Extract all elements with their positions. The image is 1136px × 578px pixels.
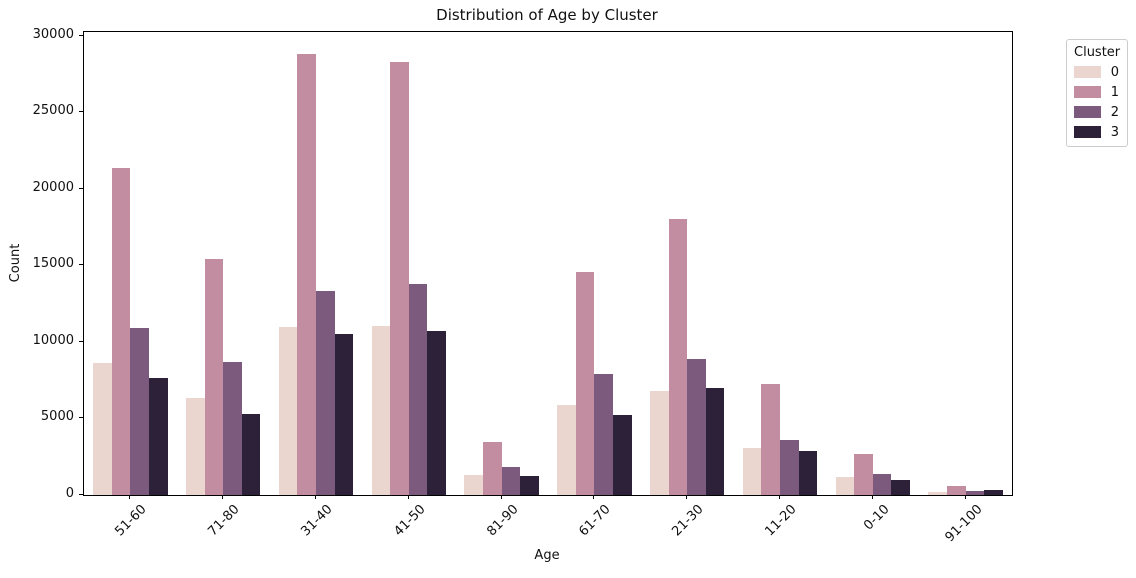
y-tick-mark <box>79 494 83 495</box>
legend-entries: 0 1 2 3 <box>1074 64 1119 140</box>
bar-cluster-3-61-70 <box>612 414 632 495</box>
bar-cluster-1-81-90 <box>483 442 502 495</box>
x-tick-mark <box>686 495 688 499</box>
legend: Cluster 0 1 2 3 <box>1066 39 1128 147</box>
x-tick-mark <box>407 495 409 499</box>
legend-entry-label: 2 <box>1110 104 1119 120</box>
legend-title: Cluster <box>1074 45 1121 60</box>
bar-cluster-3-31-40 <box>334 333 354 495</box>
x-tick-mark <box>315 495 316 499</box>
y-tick-mark <box>79 264 83 266</box>
legend-entry-label: 3 <box>1110 124 1119 140</box>
bar-cluster-0-91-100 <box>928 491 948 495</box>
legend-swatch-0 <box>1074 66 1101 78</box>
y-tick-label: 0 <box>65 486 74 501</box>
bar-cluster-1-31-40 <box>297 54 316 495</box>
bar-cluster-2-91-100 <box>965 490 985 495</box>
bar-cluster-0-51-60 <box>93 363 112 495</box>
bar-cluster-3-81-90 <box>520 476 539 495</box>
bar-cluster-1-21-30 <box>668 218 688 495</box>
x-tick-label: 91-100 <box>942 502 986 546</box>
legend-entry-1: 1 <box>1074 84 1119 100</box>
x-tick-label: 81-90 <box>483 502 522 540</box>
bar-cluster-2-31-40 <box>316 291 335 495</box>
legend-swatch-1 <box>1074 86 1101 98</box>
bar-cluster-2-11-20 <box>780 439 799 495</box>
bar-cluster-3-11-20 <box>798 450 818 495</box>
bar-cluster-0-21-30 <box>650 390 669 495</box>
bar-cluster-1-41-50 <box>390 62 409 495</box>
bar-cluster-1-91-100 <box>947 485 966 495</box>
bar-cluster-0-61-70 <box>557 405 576 495</box>
y-tick-mark <box>79 111 83 113</box>
x-tick-label: 71-80 <box>205 502 243 540</box>
y-tick-label: 25000 <box>32 103 74 119</box>
plot-area <box>83 31 1013 496</box>
bar-cluster-0-41-50 <box>371 325 391 495</box>
bar-cluster-1-11-20 <box>761 383 780 495</box>
bar-cluster-0-0-10 <box>835 476 855 495</box>
y-tick-label: 10000 <box>32 332 74 348</box>
bar-cluster-1-71-80 <box>204 258 224 495</box>
y-tick-label: 15000 <box>32 256 74 272</box>
x-tick-mark <box>500 495 502 499</box>
x-tick-label: 0-10 <box>860 502 893 534</box>
bar-cluster-2-0-10 <box>872 474 892 495</box>
x-tick-mark <box>964 495 966 499</box>
y-tick-mark <box>79 340 83 342</box>
x-tick-label: 51-60 <box>112 502 150 540</box>
legend-entry-label: 1 <box>1110 84 1119 100</box>
x-tick-mark <box>129 495 131 499</box>
x-tick-label: 31-40 <box>298 502 336 540</box>
bar-cluster-2-71-80 <box>223 361 242 495</box>
y-tick-mark <box>79 417 83 419</box>
x-axis-label: Age <box>534 548 560 563</box>
bar-cluster-2-61-70 <box>594 373 613 495</box>
y-tick-mark <box>79 34 83 36</box>
x-tick-mark <box>779 495 780 499</box>
legend-swatch-3 <box>1074 126 1101 138</box>
legend-swatch-2 <box>1074 106 1101 118</box>
bar-cluster-1-61-70 <box>575 271 595 495</box>
y-tick-mark <box>79 187 83 189</box>
x-tick-mark <box>593 495 595 499</box>
bar-cluster-0-31-40 <box>278 326 298 495</box>
bar-cluster-1-0-10 <box>854 453 873 495</box>
legend-entry-3: 3 <box>1074 124 1119 140</box>
bar-cluster-0-11-20 <box>742 448 762 495</box>
x-tick-label: 41-50 <box>391 502 429 540</box>
bar-cluster-2-21-30 <box>687 358 706 495</box>
legend-entry-label: 0 <box>1110 64 1119 80</box>
y-tick-label: 5000 <box>40 409 74 425</box>
bar-cluster-2-41-50 <box>408 284 428 495</box>
bar-cluster-0-81-90 <box>464 474 484 495</box>
x-tick-mark <box>222 495 224 499</box>
bar-cluster-2-51-60 <box>130 327 149 495</box>
bar-cluster-3-0-10 <box>891 479 910 495</box>
bar-cluster-0-71-80 <box>186 397 205 495</box>
bar-cluster-3-41-50 <box>427 331 446 495</box>
legend-entry-0: 0 <box>1074 64 1119 80</box>
bar-cluster-2-81-90 <box>501 467 521 495</box>
x-tick-label: 11-20 <box>762 502 800 540</box>
x-tick-mark <box>871 495 873 499</box>
chart-title: Distribution of Age by Cluster <box>436 6 658 24</box>
bar-cluster-3-91-100 <box>984 489 1003 495</box>
y-tick-label: 30000 <box>32 26 74 42</box>
bar-cluster-1-51-60 <box>111 167 131 495</box>
legend-entry-2: 2 <box>1074 104 1119 120</box>
x-tick-label: 61-70 <box>576 502 614 540</box>
bar-cluster-3-21-30 <box>705 388 725 495</box>
y-tick-label: 20000 <box>32 179 74 195</box>
bar-cluster-3-71-80 <box>241 414 261 495</box>
bar-cluster-3-51-60 <box>148 377 168 495</box>
x-tick-label: 21-30 <box>669 502 707 540</box>
